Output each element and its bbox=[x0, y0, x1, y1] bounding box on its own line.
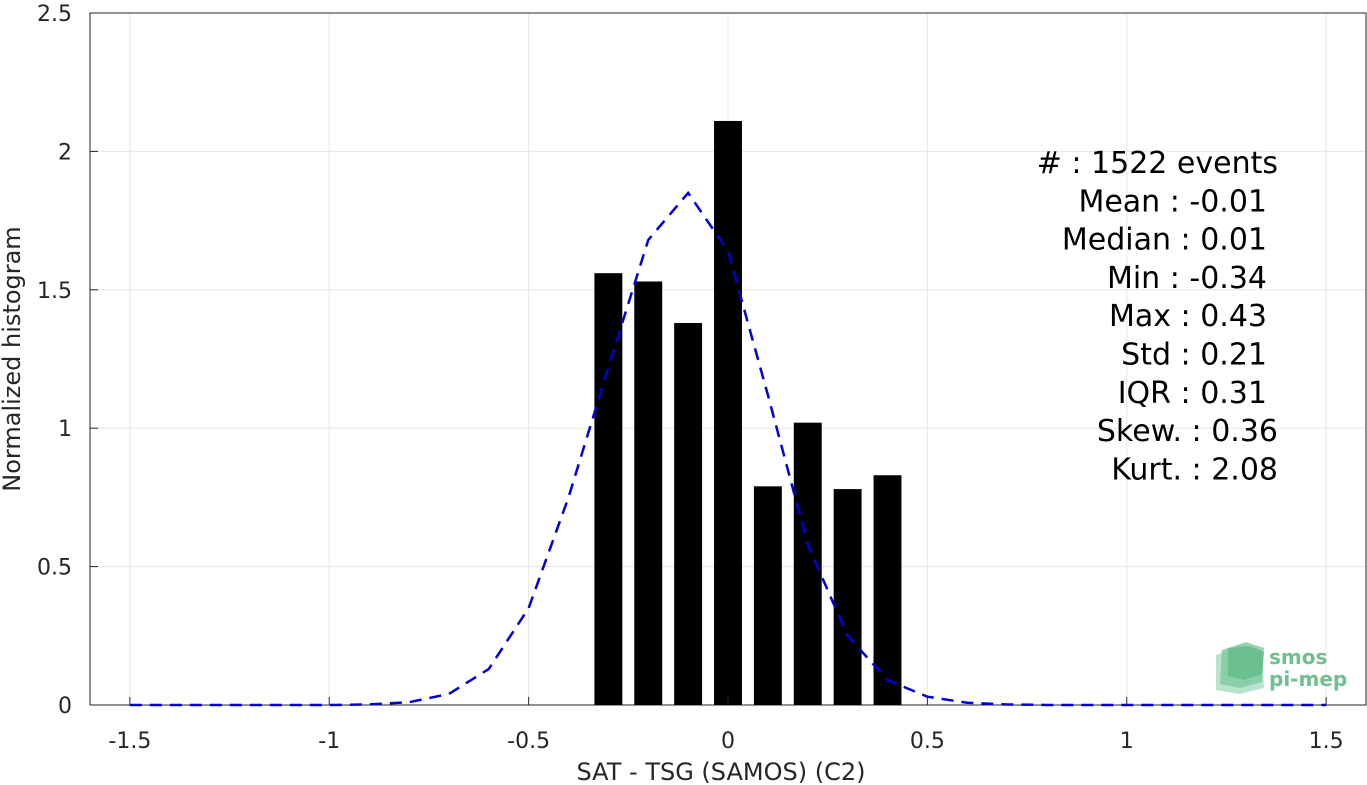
y-tick-label: 2.5 bbox=[37, 2, 72, 27]
x-tick-label: 0.5 bbox=[910, 729, 945, 754]
histogram-bar bbox=[753, 486, 782, 705]
logo-mark-icon bbox=[1216, 642, 1264, 694]
y-tick-label: 1 bbox=[58, 417, 72, 442]
histogram-bar bbox=[594, 273, 623, 705]
stats-line: # : 1522 events bbox=[1037, 146, 1278, 181]
histogram-bar bbox=[634, 281, 663, 705]
x-tick-label: -0.5 bbox=[507, 729, 550, 754]
stats-line: Kurt. : 2.08 bbox=[1111, 452, 1278, 487]
logo-line1: smos bbox=[1269, 645, 1327, 669]
stats-line: Median : 0.01 bbox=[1062, 223, 1267, 258]
stats-line: Max : 0.43 bbox=[1109, 299, 1267, 334]
smos-pi-mep-logo: smos pi-mep bbox=[1216, 642, 1347, 694]
histogram-bar bbox=[873, 475, 902, 705]
x-tick-label: -1 bbox=[318, 729, 340, 754]
histogram-bar bbox=[714, 120, 742, 705]
stats-line: Skew. : 0.36 bbox=[1097, 414, 1278, 449]
x-tick-label: -1.5 bbox=[108, 729, 151, 754]
y-tick-label: 2 bbox=[58, 140, 72, 165]
bars bbox=[594, 120, 902, 705]
x-ticks: -1.5 -1 -0.5 0 0.5 1 1.5 bbox=[108, 697, 1344, 754]
y-axis-label: Normalized histogram bbox=[0, 226, 26, 491]
y-tick-label: 0.5 bbox=[37, 556, 72, 581]
x-tick-label: 0 bbox=[721, 729, 735, 754]
x-axis-label: SAT - TSG (SAMOS) (C2) bbox=[577, 758, 866, 785]
y-tick-label: 1.5 bbox=[37, 279, 72, 304]
histogram-bar bbox=[674, 323, 703, 705]
stats-line: Std : 0.21 bbox=[1121, 338, 1267, 373]
histogram-bar bbox=[833, 489, 862, 705]
x-tick-label: 1 bbox=[1120, 729, 1134, 754]
logo-line2: pi-mep bbox=[1269, 667, 1347, 691]
y-tick-label: 0 bbox=[58, 694, 72, 719]
stats-line: IQR : 0.31 bbox=[1118, 376, 1267, 411]
x-tick-label: 1.5 bbox=[1309, 729, 1344, 754]
stats-line: Mean : -0.01 bbox=[1078, 184, 1267, 219]
y-ticks: 0 0.5 1 1.5 2 2.5 bbox=[37, 2, 98, 719]
stats-line: Min : -0.34 bbox=[1107, 261, 1267, 296]
